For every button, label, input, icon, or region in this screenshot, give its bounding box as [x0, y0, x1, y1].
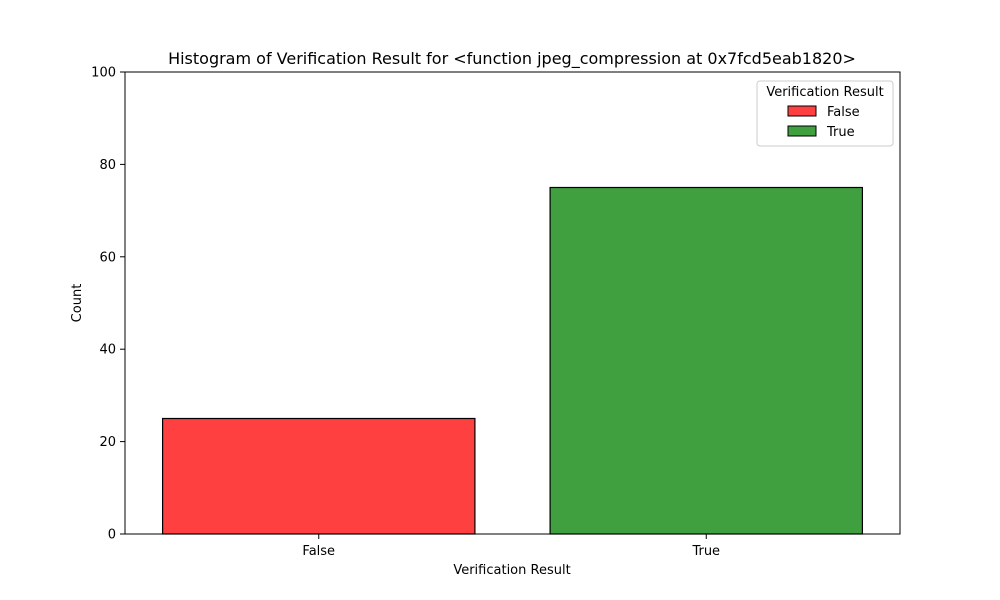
x-axis-label: Verification Result — [453, 563, 570, 578]
legend-title: Verification Result — [766, 85, 883, 100]
y-tick-label: 80 — [99, 158, 116, 173]
y-tick-label: 40 — [99, 343, 116, 358]
legend-label-true: True — [826, 125, 855, 140]
chart-title: Histogram of Verification Result for <fu… — [168, 49, 856, 69]
legend-label-false: False — [827, 105, 860, 120]
bars-group — [161, 186, 864, 535]
legend-swatch-true — [787, 125, 817, 137]
x-axis: False True — [302, 534, 720, 559]
y-tick-label: 60 — [99, 250, 116, 265]
plot-area-frame — [124, 71, 901, 535]
y-axis-label: Count — [70, 284, 85, 323]
legend-entries: False True — [787, 105, 860, 140]
legend: Verification Result False True — [756, 80, 894, 147]
y-axis: 0 20 40 60 80 100 — [91, 66, 125, 543]
y-tick-label: 100 — [91, 66, 116, 81]
bar-false — [161, 417, 476, 535]
y-tick-label: 20 — [99, 435, 116, 450]
x-tick-label: True — [691, 544, 720, 559]
legend-swatch-false — [787, 105, 817, 117]
bar-true — [549, 186, 864, 535]
y-tick-label: 0 — [108, 528, 116, 543]
x-tick-label: False — [302, 544, 335, 559]
